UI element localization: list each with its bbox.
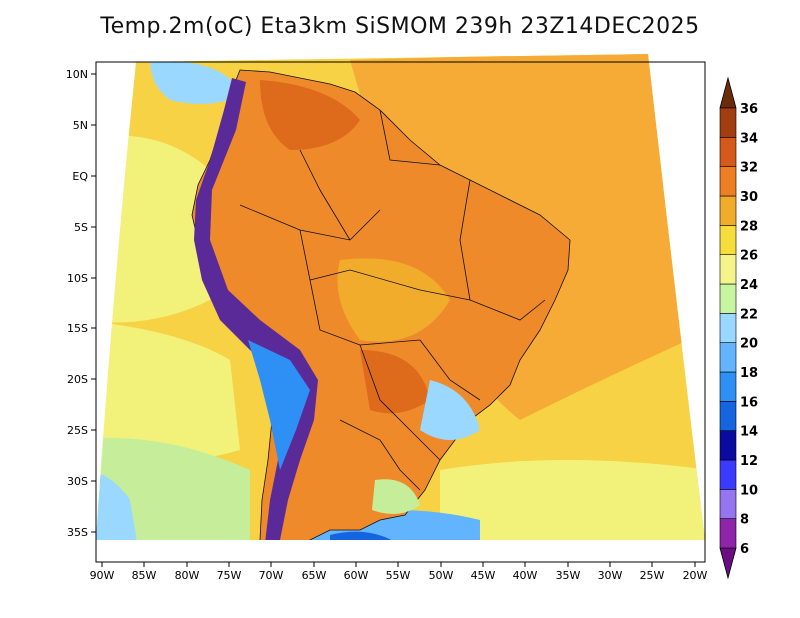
- colorbar-label: 18: [740, 366, 758, 381]
- colorbar-bin: [719, 371, 737, 402]
- colorbar-label: 24: [740, 278, 758, 293]
- plot-frame: [95, 61, 706, 563]
- ocean-caribbean-cool: [150, 60, 240, 104]
- colorbar-bin: [719, 430, 737, 461]
- temperature-field: [96, 54, 705, 540]
- colorbar-bin: [719, 401, 737, 431]
- lon-label-25w: 25W: [640, 569, 665, 582]
- lat-label-20s: 20S: [67, 373, 88, 386]
- colorbar-bin: [719, 166, 737, 197]
- ocean-cool-south-atlantic: [440, 460, 705, 540]
- lat-label-5s: 5S: [74, 221, 88, 234]
- colorbar-bin: [719, 254, 737, 285]
- andes-inner-cool: [248, 340, 310, 470]
- lon-label-60w: 60W: [344, 569, 369, 582]
- map-title: Temp.2m(oC) Eta3km SiSMOM 239h 23Z14DEC2…: [100, 14, 700, 39]
- lat-label-25s: 25S: [67, 424, 88, 437]
- lon-label-40w: 40W: [513, 569, 538, 582]
- colorbar-bin: [719, 195, 737, 226]
- lon-label-80w: 80W: [175, 569, 200, 582]
- warm-patch-central: [337, 258, 450, 342]
- latitude-axis: 10N 5N EQ 5S 10S 15S 20S 25S 30S 35S: [66, 68, 96, 539]
- cool-patch-uruguay: [372, 479, 420, 514]
- lon-label-30w: 30W: [598, 569, 623, 582]
- colorbar-label: 28: [740, 219, 758, 234]
- colorbar-bin: [719, 342, 737, 373]
- lon-label-55w: 55W: [386, 569, 411, 582]
- lon-label-35w: 35W: [556, 569, 581, 582]
- lat-label-30s: 30S: [67, 475, 88, 488]
- lon-label-45w: 45W: [471, 569, 496, 582]
- colorbar-label: 26: [740, 249, 758, 264]
- colorbar-label: 12: [740, 454, 758, 469]
- lat-label-15s: 15S: [67, 322, 88, 335]
- colorbar-bin: [719, 107, 737, 138]
- colorbar-bin: [719, 489, 737, 519]
- colorbar-bin: [719, 313, 737, 343]
- ocean-coldest-patch: [330, 531, 400, 540]
- colorbar-bin: [719, 283, 737, 314]
- colorbar-label: 20: [740, 337, 758, 352]
- colorbar-label: 6: [740, 542, 749, 557]
- lon-label-85w: 85W: [132, 569, 157, 582]
- colorbar-bin: [719, 225, 737, 255]
- colorbar-bin: [719, 137, 737, 167]
- lon-label-75w: 75W: [217, 569, 242, 582]
- hot-patch-south: [360, 350, 430, 414]
- colorbar-label: 30: [740, 190, 758, 205]
- longitude-axis: 90W 85W 80W 75W 70W 65W 60W 55W 50W 45W …: [90, 562, 708, 582]
- colorbar-label: 32: [740, 161, 758, 176]
- ocean-cool-pacific-south: [96, 320, 240, 470]
- colorbar-arrow-bottom: [719, 547, 737, 580]
- lat-label-35s: 35S: [67, 526, 88, 539]
- colorbar-label: 36: [740, 102, 758, 117]
- colorbar-label: 8: [740, 513, 749, 528]
- country-borders: [239, 109, 546, 491]
- lat-label-10s: 10S: [67, 272, 88, 285]
- lat-label-10n: 10N: [66, 68, 88, 81]
- colorbar: 6 8 10 12 14 16 18 20 22 24 26 28 30 32 34 36: [719, 76, 758, 580]
- lat-label-eq: EQ: [72, 170, 88, 183]
- colorbar-label: 10: [740, 483, 758, 498]
- lon-label-70w: 70W: [259, 569, 284, 582]
- lon-label-20w: 20W: [683, 569, 708, 582]
- colorbar-label: 34: [740, 131, 758, 146]
- colorbar-label: 14: [740, 425, 758, 440]
- cool-patch-highlands: [420, 380, 480, 440]
- colorbar-bin: [719, 459, 737, 490]
- colorbar-label: 16: [740, 395, 758, 410]
- lon-label-50w: 50W: [429, 569, 454, 582]
- colorbar-bin: [719, 518, 737, 549]
- ocean-cold-edge: [96, 470, 140, 540]
- hot-patch-north: [260, 80, 360, 150]
- colorbar-arrow-top: [719, 76, 737, 109]
- colorbar-label: 22: [740, 307, 758, 322]
- lat-label-5n: 5N: [73, 119, 88, 132]
- lon-label-65w: 65W: [302, 569, 327, 582]
- lon-label-90w: 90W: [90, 569, 115, 582]
